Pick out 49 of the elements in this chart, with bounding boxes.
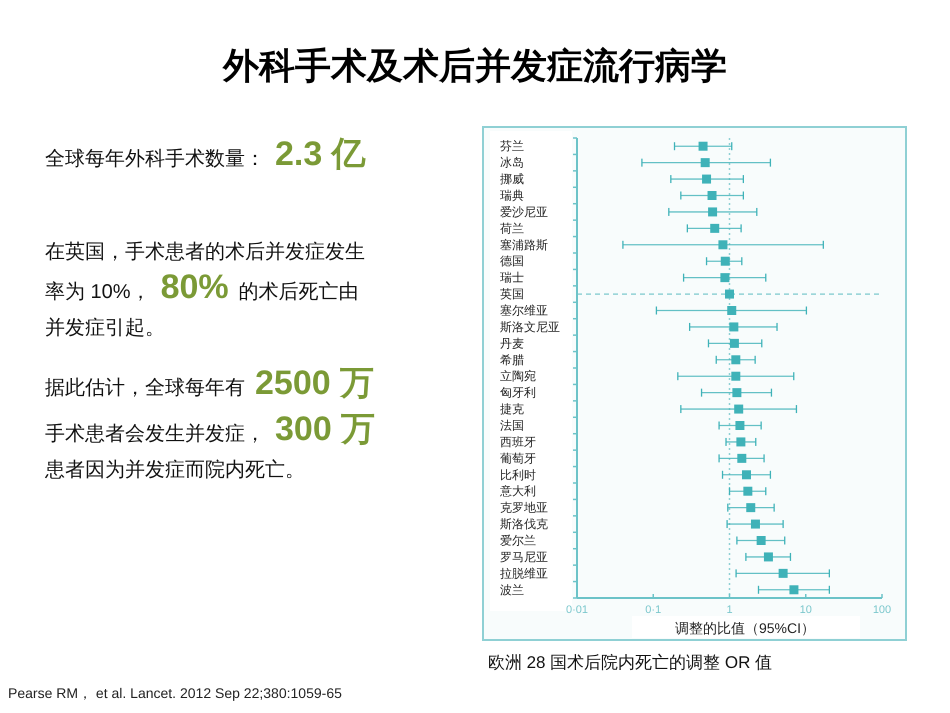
text: 据此估计，全球每年有 (45, 377, 245, 399)
y-tick-label: 爱沙尼亚 (500, 204, 548, 219)
y-tick-label: 德国 (500, 254, 524, 268)
text: 在英国，手术患者的术后并发症发生 (45, 241, 365, 263)
x-tick-label: 10 (800, 604, 812, 616)
y-tick-label: 芬兰 (500, 139, 524, 154)
y-tick-label: 拉脱维亚 (500, 566, 548, 580)
text: 的术后死亡由 (238, 281, 359, 303)
text: 80% (160, 268, 229, 306)
y-tick-label: 丹麦 (500, 336, 524, 350)
x-tick-label: 1 (726, 604, 733, 616)
y-tick-label: 爱尔兰 (500, 534, 536, 548)
y-tick-label: 瑞典 (500, 188, 524, 202)
y-tick-label: 塞尔维亚 (500, 304, 548, 318)
y-tick-label: 法国 (500, 418, 524, 432)
text: 全球每年外科手术数量： (45, 148, 265, 170)
x-axis-title: 调整的比值（95%CI） (674, 620, 816, 636)
text: 并发症引起。 (45, 317, 165, 339)
y-tick-label: 葡萄牙 (500, 451, 536, 466)
y-tick-label: 荷兰 (500, 221, 524, 236)
y-tick-label: 克罗地亚 (500, 500, 548, 515)
y-tick-label: 英国 (500, 287, 524, 302)
text: 300 万 (275, 410, 376, 448)
y-tick-label: 斯洛伐克 (500, 517, 548, 532)
y-tick-label: 意大利 (499, 484, 536, 498)
y-tick-label: 斯洛文尼亚 (500, 320, 560, 334)
text: 2.3 亿 (275, 135, 367, 173)
x-tick-label: 100 (872, 604, 892, 616)
y-tick-label: 波兰 (500, 582, 524, 597)
text: Pearse RM， et al. Lancet. 2012 Sep 22;380:1059-65 (8, 685, 342, 701)
x-tick-label: 0·01 (566, 604, 588, 616)
y-tick-label: 瑞士 (500, 270, 524, 285)
y-tick-label: 西班牙 (500, 434, 536, 449)
y-tick-label: 匈牙利 (500, 386, 536, 400)
y-tick-label: 比利时 (500, 468, 536, 482)
x-tick-label: 0·1 (645, 604, 662, 616)
text: 2500 万 (255, 364, 374, 402)
text: 患者因为并发症而院内死亡。 (44, 459, 305, 481)
y-tick-label: 挪威 (500, 172, 524, 186)
chart-title: 外科手术及术后并发症流行病学 (222, 45, 727, 86)
y-tick-label: 塞浦路斯 (500, 238, 548, 252)
text: 欧洲 28 国术后院内死亡的调整 OR 值 (488, 653, 772, 672)
text: 手术患者会发生并发症， (45, 423, 265, 445)
y-tick-label: 捷克 (500, 402, 524, 416)
y-tick-label: 冰岛 (500, 156, 524, 170)
y-tick-label: 立陶宛 (500, 369, 536, 384)
y-tick-label: 希腊 (500, 352, 524, 367)
text: 率为 10%， (45, 281, 151, 303)
y-tick-label: 罗马尼亚 (500, 550, 548, 564)
